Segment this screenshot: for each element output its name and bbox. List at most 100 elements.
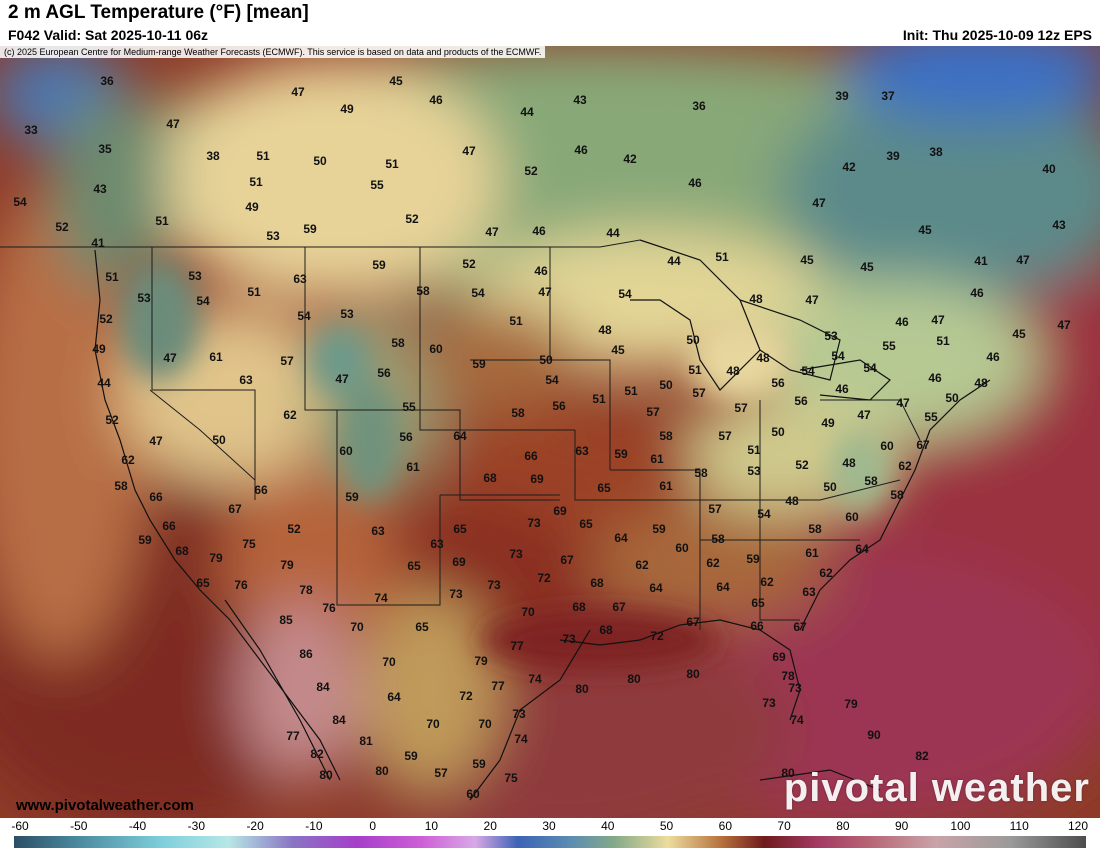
- temperature-value: 41: [91, 236, 105, 250]
- temperature-value: 50: [539, 353, 553, 367]
- temperature-value: 85: [279, 613, 293, 627]
- temperature-value: 61: [805, 546, 819, 560]
- temperature-value: 67: [916, 438, 930, 452]
- temperature-value: 53: [266, 229, 280, 243]
- temperature-value: 79: [474, 654, 488, 668]
- temperature-value: 65: [751, 596, 765, 610]
- temperature-value: 58: [114, 479, 128, 493]
- temperature-value: 58: [694, 466, 708, 480]
- temperature-value: 80: [375, 764, 389, 778]
- temperature-value: 46: [835, 382, 849, 396]
- legend-tick-label: 50: [659, 819, 674, 833]
- temperature-value: 55: [370, 178, 384, 192]
- temperature-value: 59: [472, 757, 486, 771]
- legend-tick-label: 80: [836, 819, 850, 833]
- temperature-value: 80: [686, 667, 700, 681]
- temperature-value: 52: [795, 458, 809, 472]
- temperature-value: 58: [659, 429, 673, 443]
- temperature-value: 60: [845, 510, 859, 524]
- temperature-value: 47: [812, 196, 826, 210]
- temperature-value: 51: [247, 285, 261, 299]
- legend-tick-label: 20: [483, 819, 497, 833]
- legend-tick-label: -20: [246, 819, 264, 833]
- valid-time-label: F042 Valid: Sat 2025-10-11 06z: [8, 27, 209, 43]
- temperature-value: 48: [842, 456, 856, 470]
- temperature-value: 47: [335, 372, 349, 386]
- temperature-value: 55: [924, 410, 938, 424]
- temperature-value: 80: [575, 682, 589, 696]
- temperature-value: 53: [340, 307, 354, 321]
- temperature-value: 57: [718, 429, 732, 443]
- temperature-map[interactable]: 36 33 47 35 38 43 54 51 52 41 45 47 49 46 44 43 51 50 51 47…: [0, 46, 1100, 818]
- temperature-value: 39: [886, 149, 900, 163]
- temperature-value: 86: [299, 647, 313, 661]
- temperature-value: 69: [772, 650, 786, 664]
- temperature-value: 46: [429, 93, 443, 107]
- temperature-value: 69: [553, 504, 567, 518]
- temperature-value: 56: [377, 366, 391, 380]
- temperature-value: 45: [611, 343, 625, 357]
- temperature-value: 65: [579, 517, 593, 531]
- temperature-value: 72: [537, 571, 551, 585]
- temperature-value: 70: [521, 605, 535, 619]
- temperature-value: 54: [471, 286, 485, 300]
- temperature-value: 60: [339, 444, 353, 458]
- temperature-value: 59: [746, 552, 760, 566]
- temperature-value: 44: [520, 105, 534, 119]
- temperature-value: 60: [675, 541, 689, 555]
- temperature-value: 66: [254, 483, 268, 497]
- state-boundaries: [0, 239, 921, 630]
- temperature-value: 46: [534, 264, 548, 278]
- temperature-value: 58: [864, 474, 878, 488]
- temperature-value: 62: [760, 575, 774, 589]
- coastlines: [94, 239, 991, 801]
- temperature-value: 62: [898, 459, 912, 473]
- temperature-field: [0, 46, 1100, 818]
- temperature-value: 65: [453, 522, 467, 536]
- temperature-value: 50: [659, 378, 673, 392]
- temperature-value: 56: [399, 430, 413, 444]
- temperature-value: 70: [426, 717, 440, 731]
- temperature-value: 45: [860, 260, 874, 274]
- temperature-value: 75: [504, 771, 518, 785]
- temperature-value: 58: [391, 336, 405, 350]
- temperature-value: 33: [24, 123, 38, 137]
- legend-tick-labels: -60 -50 -40 -30 -20 -10 0 10 20 30 40 50 60 70 80 90 100…: [0, 818, 1100, 834]
- temperature-value: 63: [371, 524, 385, 538]
- temperature-value: 36: [100, 74, 114, 88]
- temperature-value: 46: [986, 350, 1000, 364]
- temperature-value: 59: [345, 490, 359, 504]
- temperature-value: 79: [280, 558, 294, 572]
- temperature-value: 54: [297, 309, 311, 323]
- temperature-value: 47: [1016, 253, 1030, 267]
- temperature-value: 54: [757, 507, 771, 521]
- temperature-value: 49: [92, 342, 106, 356]
- temperature-value: 77: [286, 729, 300, 743]
- temperature-value: 57: [692, 386, 706, 400]
- temperature-value: 47: [931, 313, 945, 327]
- temperature-value: 74: [528, 672, 542, 686]
- temperature-value: 70: [478, 717, 492, 731]
- temperature-value: 47: [149, 434, 163, 448]
- temperature-value: 48: [598, 323, 612, 337]
- temperature-value: 45: [800, 253, 814, 267]
- temperature-value: 40: [1042, 162, 1056, 176]
- temperature-value: 47: [291, 85, 305, 99]
- temperature-value: 50: [686, 333, 700, 347]
- temperature-value: 60: [466, 787, 480, 801]
- temperature-value: 42: [842, 160, 856, 174]
- temperature-value: 56: [794, 394, 808, 408]
- temperature-value: 38: [929, 145, 943, 159]
- temperature-value: 58: [511, 406, 525, 420]
- temperature-value: 76: [322, 601, 336, 615]
- temperature-value: 57: [280, 354, 294, 368]
- temperature-value: 51: [688, 363, 702, 377]
- temperature-value: 68: [590, 576, 604, 590]
- site-url-link[interactable]: www.pivotalweather.com: [16, 797, 194, 814]
- temperature-value: 72: [459, 689, 473, 703]
- temperature-value: 90: [867, 728, 881, 742]
- map-header: 2 m AGL Temperature (°F) [mean] F042 Val…: [0, 0, 1100, 46]
- temperature-value: 82: [310, 747, 324, 761]
- temperature-value: 59: [404, 749, 418, 763]
- temperature-value: 63: [430, 537, 444, 551]
